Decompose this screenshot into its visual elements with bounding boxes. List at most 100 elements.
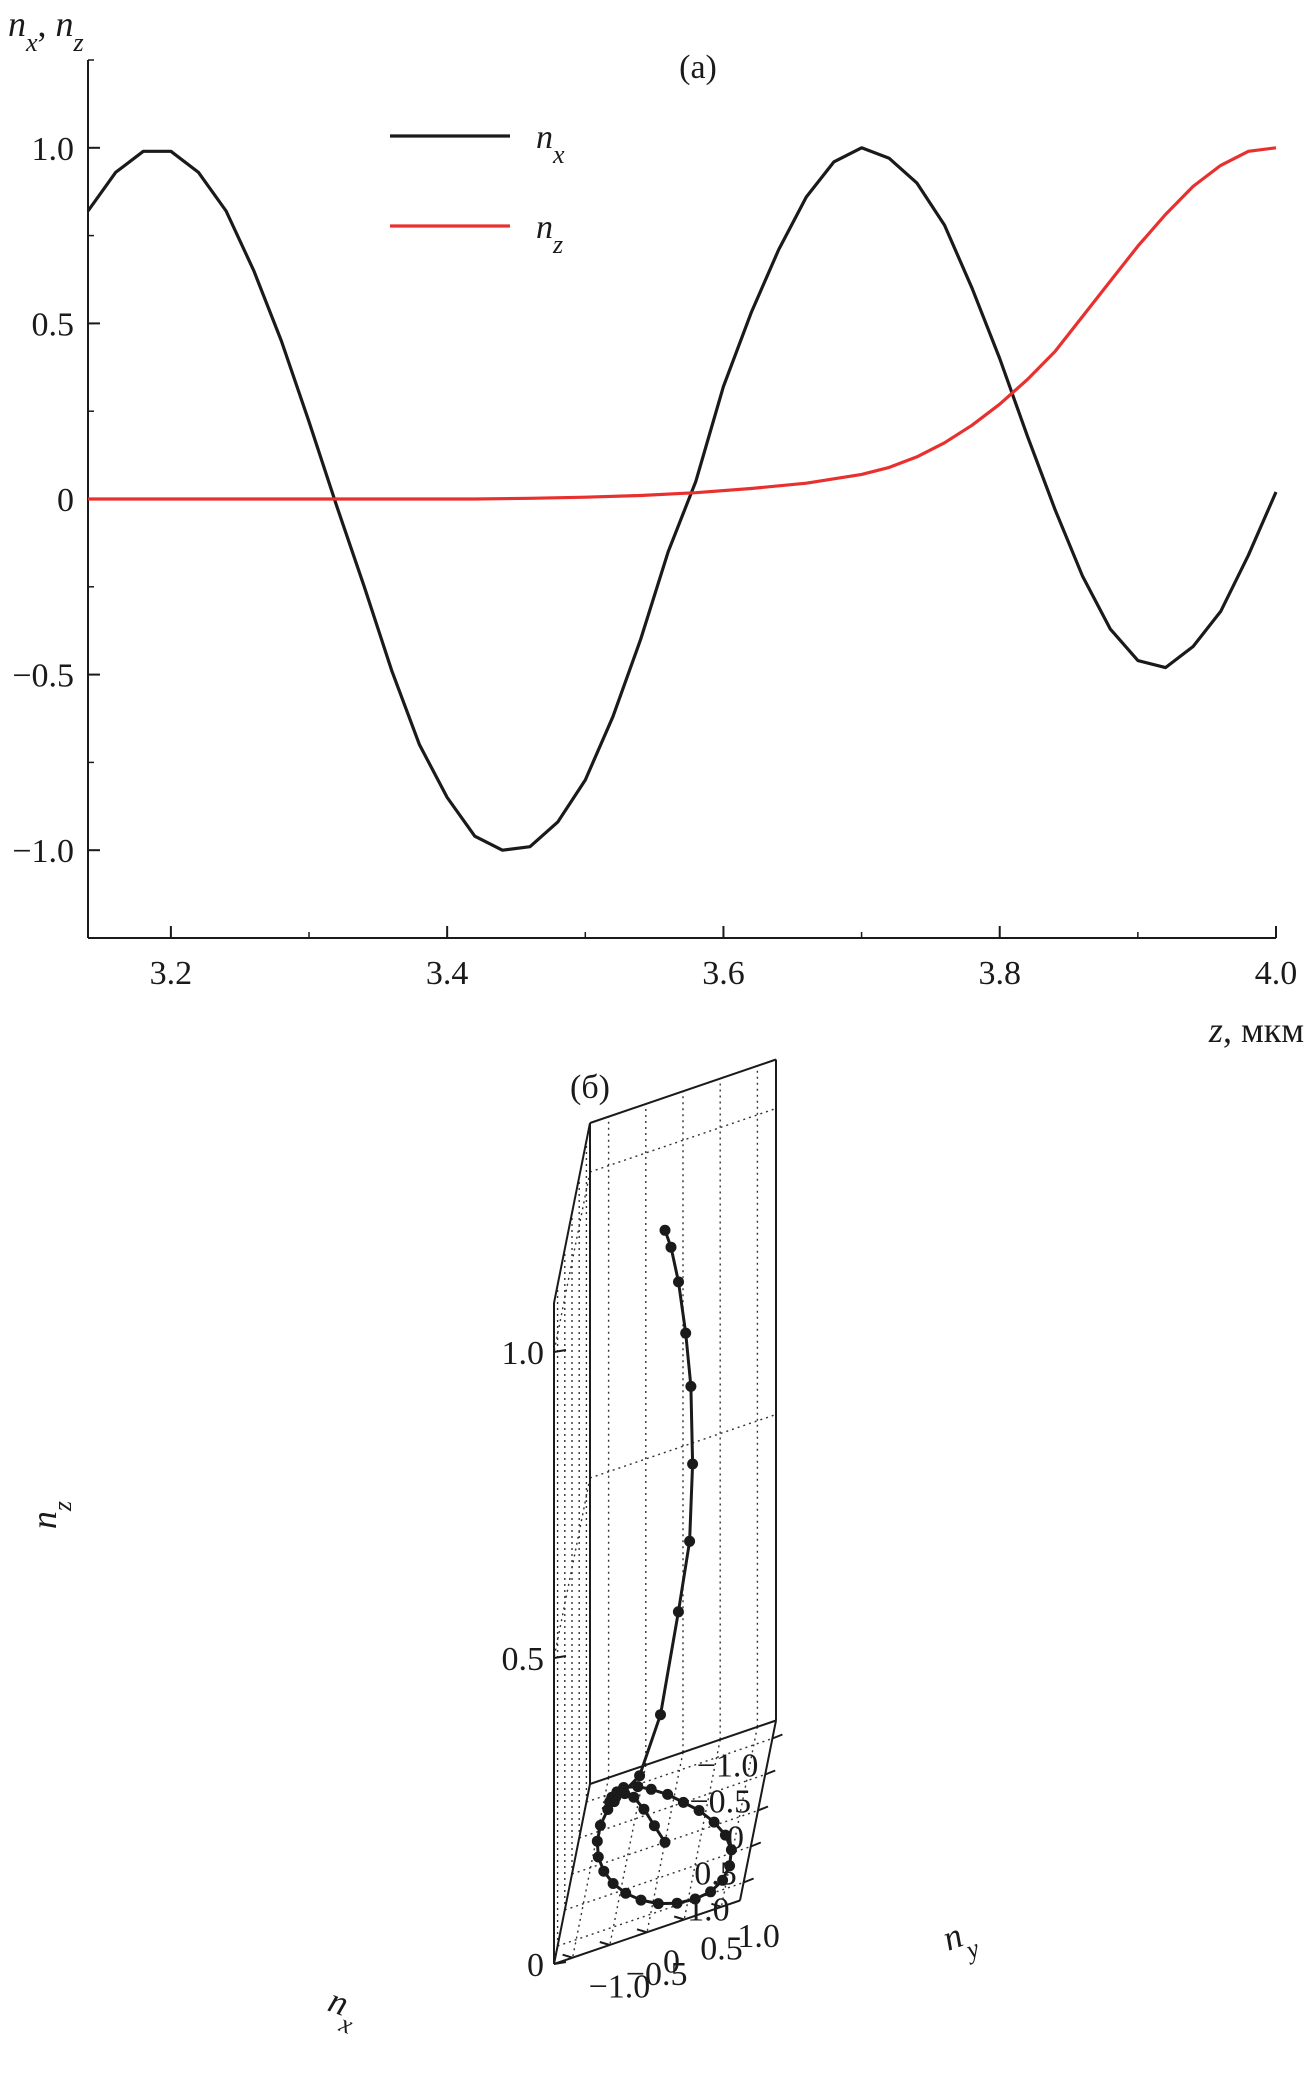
series-3d-point: [628, 1791, 640, 1803]
series-3d-point: [594, 1819, 606, 1831]
box-edge-top-left: [553, 1122, 591, 1304]
z-tick-label: 0: [527, 1947, 544, 1984]
z-tick: [553, 1349, 567, 1353]
legend-label-nz: nz: [536, 209, 563, 259]
series-3d-point: [717, 1874, 729, 1886]
legend-label-nx: nx: [536, 119, 565, 169]
series-3d-point: [652, 1898, 664, 1910]
floor-grid-line-y: [683, 1739, 721, 1920]
series-3d-point: [592, 1851, 604, 1863]
series-3d-point: [684, 1535, 696, 1547]
wall-grid-horizontal: [589, 1107, 777, 1173]
x-tick: [764, 1769, 776, 1776]
series-3d-point: [598, 1865, 610, 1877]
z-axis-title: nz: [24, 1501, 77, 1529]
series-3d-point: [687, 1458, 699, 1470]
x-tick: [743, 1877, 754, 1884]
floor-grid-line-x: [578, 1773, 766, 1839]
box-edge-floor-back-right: [589, 1719, 777, 1785]
panel-a-y-tick-label: −1.0: [12, 833, 74, 870]
y-tick-label: −1.0: [589, 1969, 651, 2006]
floor-grid-line-x: [571, 1809, 759, 1875]
panel-a-label: (a): [679, 49, 717, 86]
series-3d-point: [693, 1805, 705, 1816]
series-3d-point: [619, 1788, 631, 1800]
y-tick-label: 0.5: [700, 1931, 743, 1968]
series-3d-point: [602, 1804, 614, 1815]
series-3d-point: [638, 1803, 650, 1815]
series-3d-point: [662, 1788, 674, 1800]
floor-grid-line-y: [720, 1726, 759, 1907]
floor-grid-line-y: [609, 1764, 647, 1946]
x-tick-label: −1.0: [697, 1748, 759, 1785]
series-line-nz: [88, 146, 1277, 501]
z-tick-label: 0.5: [502, 1641, 545, 1678]
y-axis-title: ny: [937, 1911, 983, 1971]
series-line-nx: [86, 146, 1278, 852]
series-3d-point: [673, 1276, 684, 1288]
y-tick: [599, 1941, 611, 1946]
panel-a-x-tick-label: 3.2: [150, 955, 193, 992]
panel-a-line-chart: (a) 3.2 3.4 3.6 3.8 4.01.00.50−0.5−1.0 nxnz …: [8, 4, 1304, 1050]
z-tick: [553, 1961, 567, 1965]
panel-a-x-tick-label: 3.6: [702, 955, 745, 992]
wall-grid-horizontal: [553, 1171, 591, 1353]
panel-a-y-tick-label: 1.0: [32, 131, 75, 168]
x-tick: [757, 1805, 769, 1812]
panel-b-series: [591, 1224, 737, 1910]
series-3d-point: [705, 1886, 717, 1898]
series-3d-point: [610, 1791, 622, 1803]
panel-a-x-tick-label: 3.4: [426, 955, 469, 992]
x-axis-title: nx: [319, 1980, 365, 2040]
floor-grid-line-x: [564, 1845, 752, 1911]
panel-b-3d-chart: (б) 00.51.0−1.0−0.500.51.0−1.0−0.50 0.51.…: [24, 1058, 983, 2040]
series-3d-point: [645, 1783, 657, 1795]
series-3d-point: [672, 1606, 684, 1618]
panel-a-ticks: 3.2 3.4 3.6 3.8 4.0 1.0 0.5 0 −0.5 −1.0: [12, 59, 1298, 992]
z-tick: [553, 1655, 567, 1659]
box-edge-floor-back-left: [553, 1783, 591, 1965]
wall-grid-horizontal: [553, 1477, 591, 1659]
panel-a-y-tick-label: −0.5: [12, 658, 74, 695]
x-tick: [772, 1733, 783, 1740]
series-3d-point: [708, 1816, 720, 1828]
panel-a-legend: nx nz: [390, 119, 565, 259]
series-3d-point: [635, 1894, 647, 1906]
wall-grid-horizontal: [589, 1413, 777, 1479]
series-3d-point: [634, 1770, 646, 1782]
series-3d-point: [659, 1224, 671, 1236]
series-3d-point: [632, 1781, 644, 1793]
y-tick: [673, 1915, 685, 1921]
panel-a-x-axis-title: z, мкм: [1208, 1010, 1304, 1050]
panel-a-y-tick-label: 0: [57, 482, 74, 519]
series-3d-point: [689, 1893, 701, 1905]
series-3d-point: [591, 1835, 603, 1847]
panel-b-ticks: 00.51.0−1.0−0.500.51.0−1.0−0.50 0.51.0: [502, 1335, 783, 2006]
series-3d-point: [685, 1380, 697, 1392]
panel-a-series: [86, 146, 1278, 852]
z-tick-label: 1.0: [502, 1335, 545, 1372]
series-3d-point: [655, 1709, 666, 1721]
y-tick: [711, 1902, 722, 1908]
y-tick-label: −0.5: [626, 1956, 688, 1993]
series-3d-point: [671, 1897, 683, 1909]
series-3d-point: [665, 1241, 677, 1253]
series-3d-point: [648, 1820, 660, 1832]
y-tick-label: 1.0: [737, 1918, 780, 1955]
panel-b-axis-titles: nz nx ny: [24, 1501, 983, 2040]
series-3d-point: [680, 1327, 692, 1339]
panel-a-y-tick-label: 0.5: [32, 306, 75, 343]
y-tick: [562, 1953, 573, 1959]
panel-b-label: (б): [570, 1069, 610, 1106]
series-3d-point: [719, 1829, 731, 1841]
panel-a-x-tick-label: 4.0: [1255, 955, 1298, 992]
series-3d-point: [725, 1844, 737, 1856]
box-edge-top-right: [589, 1058, 777, 1124]
x-tick: [750, 1841, 762, 1848]
panel-a-x-tick-label: 3.8: [978, 955, 1021, 992]
series-3d-point: [607, 1878, 619, 1889]
panel-a-y-axis-title: nx, nz: [8, 4, 84, 57]
series-3d-point: [724, 1860, 736, 1872]
floor-grid-line-x: [586, 1737, 773, 1803]
